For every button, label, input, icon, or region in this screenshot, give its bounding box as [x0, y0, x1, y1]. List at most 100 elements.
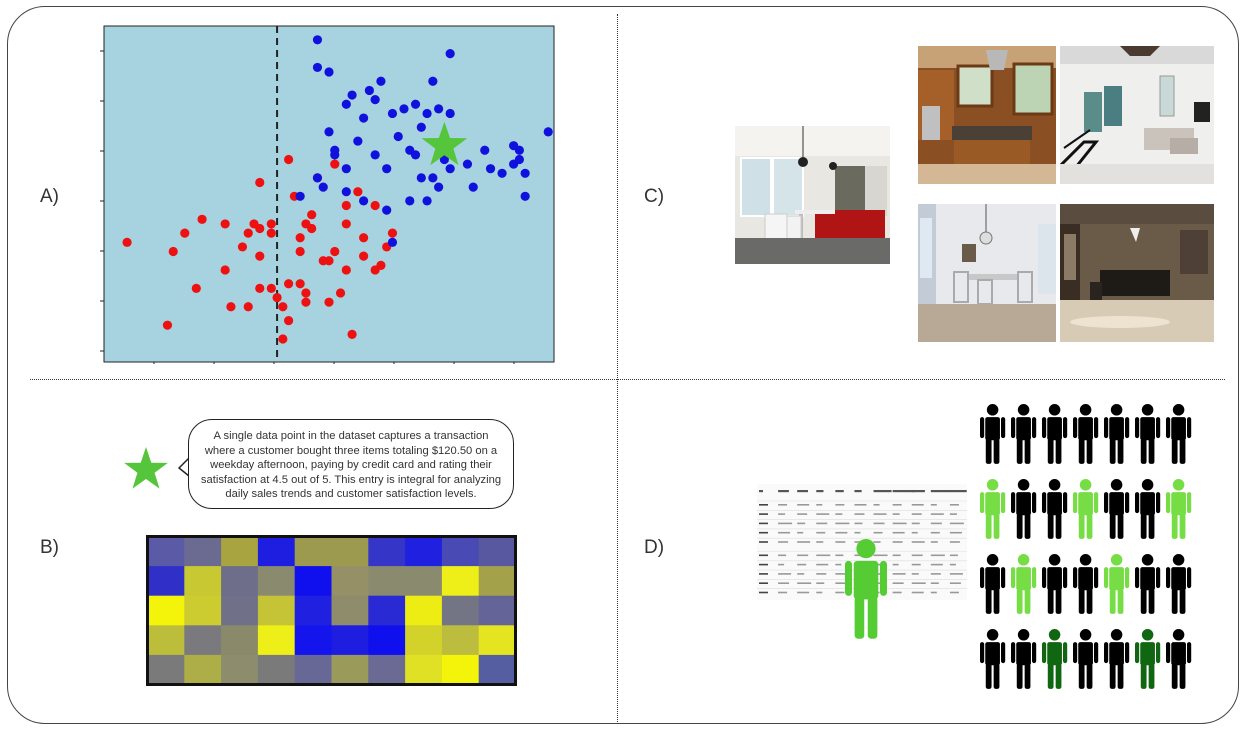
heatmap-cell [294, 625, 332, 656]
heatmap-cell [221, 654, 259, 685]
red-point [370, 200, 380, 211]
red-point [301, 219, 311, 229]
red-point [335, 288, 346, 298]
heatmap-cell [441, 595, 480, 626]
table-cell [949, 573, 963, 575]
table-cell [816, 522, 828, 525]
table-cell [759, 554, 768, 557]
person-icon [1073, 404, 1099, 464]
table-cell [911, 522, 920, 525]
red-point [341, 265, 351, 275]
table-cell [835, 554, 844, 557]
table-cell [873, 554, 888, 557]
red-point [226, 302, 236, 312]
photo-office-room [1060, 204, 1214, 342]
heatmap-cell [221, 595, 259, 626]
person-icon [1166, 479, 1192, 539]
heatmap-cell [331, 536, 369, 567]
person-icon [1104, 479, 1130, 539]
table-header-cell [911, 490, 925, 493]
red-point [243, 302, 253, 312]
heatmap-cell [441, 654, 480, 685]
blue-point [405, 145, 415, 155]
person-icon [1135, 404, 1161, 464]
table-cell [778, 504, 788, 506]
heatmap-cell [368, 536, 406, 567]
table-cell [892, 554, 901, 557]
blue-point [370, 95, 380, 105]
bubble-tail [178, 457, 190, 477]
table-cell [797, 504, 810, 506]
table-header-cell [816, 490, 824, 493]
table-cell [816, 504, 823, 506]
red-point [255, 283, 265, 293]
heatmap-cell [405, 595, 443, 626]
table-cell [816, 582, 825, 584]
red-point [341, 219, 351, 229]
heatmap-cell [147, 595, 185, 626]
person-icon [1166, 404, 1192, 464]
vertical-divider [617, 14, 618, 722]
person-icon [1073, 554, 1099, 614]
heatmap-cell [184, 595, 222, 626]
table-cell [873, 513, 887, 515]
red-point [237, 242, 248, 252]
blue-point [520, 191, 530, 201]
heatmap-cell [147, 625, 185, 656]
figure-frame [7, 6, 1239, 724]
red-point [341, 200, 351, 211]
table-cell [892, 541, 903, 543]
table-cell [873, 522, 885, 525]
heatmap-cell [147, 536, 185, 567]
table-cell [759, 504, 768, 506]
table-cell [892, 573, 906, 575]
table-cell [816, 573, 827, 575]
blue-point [445, 49, 455, 59]
blue-point [382, 205, 392, 215]
photo-wood-kitchen [918, 46, 1056, 184]
blue-point [347, 90, 357, 100]
red-point [197, 214, 207, 224]
table-cell [930, 531, 940, 534]
table-cell [835, 582, 847, 584]
table-cell [816, 591, 823, 594]
table-cell [911, 582, 926, 584]
table-cell [797, 591, 810, 594]
table-cell [797, 522, 806, 525]
person-icon [980, 404, 1006, 464]
table-cell [797, 582, 812, 584]
speech-bubble: A single data point in the dataset captu… [188, 419, 514, 509]
blue-point [387, 237, 398, 247]
table-cell [778, 563, 785, 566]
heatmap-cell [184, 536, 222, 567]
table-cell [759, 573, 768, 575]
table-cell [835, 591, 845, 594]
person-icon [1042, 629, 1068, 689]
red-point [243, 228, 253, 238]
table-cell [797, 573, 805, 575]
blue-point [428, 76, 438, 86]
table-cell [778, 554, 787, 557]
person-icon [980, 629, 1006, 689]
red-point [272, 292, 282, 303]
heatmap-cell [221, 625, 259, 656]
table-cell [835, 531, 848, 534]
table-cell [873, 563, 886, 566]
heatmap-cell [257, 625, 296, 656]
table-cell [892, 563, 899, 566]
photo-living-room [1060, 46, 1214, 184]
table-cell [911, 573, 919, 575]
heatmap-cell [368, 654, 406, 685]
table-cell [930, 582, 939, 584]
query-star-icon [421, 121, 468, 166]
table-cell [892, 582, 904, 584]
heatmap-cell [478, 566, 516, 597]
table-cell [911, 541, 925, 543]
red-point [307, 210, 317, 220]
red-point [347, 329, 357, 339]
table-cell [797, 541, 811, 543]
blue-point [422, 108, 432, 119]
heatmap-cell [221, 566, 259, 597]
table-cell [835, 541, 846, 543]
heatmap-cell [478, 654, 516, 685]
